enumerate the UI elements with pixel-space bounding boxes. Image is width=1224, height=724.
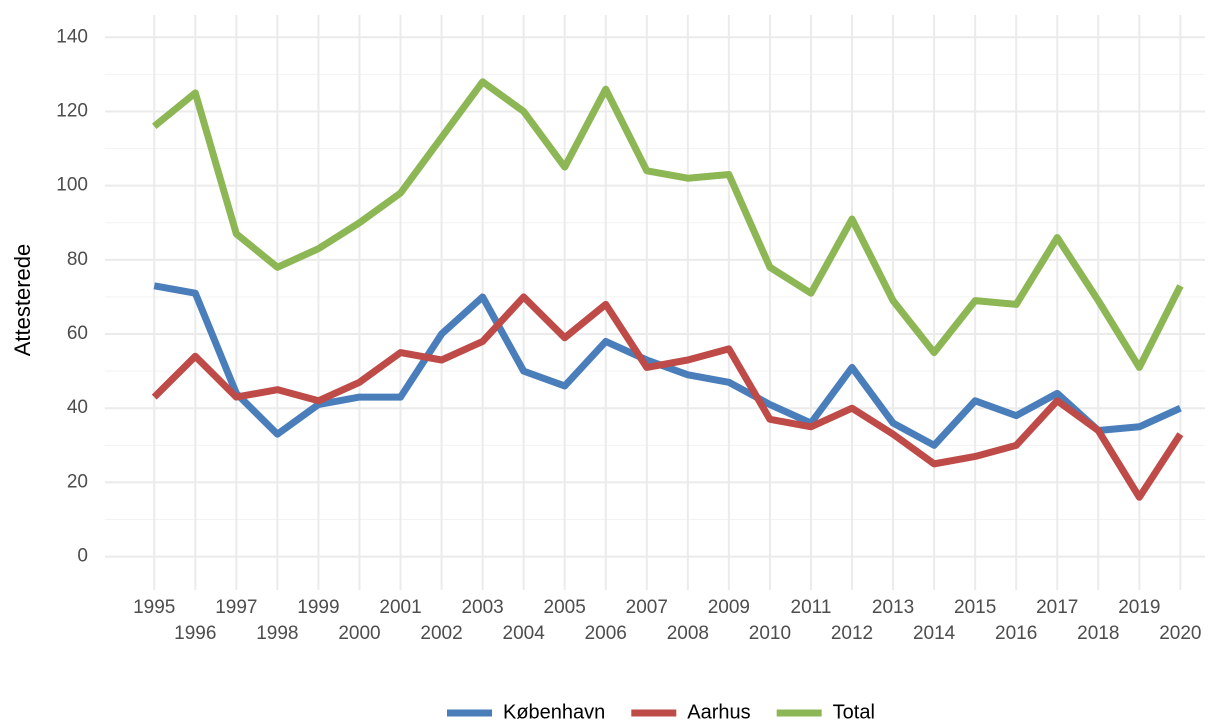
x-tick-label: 2019 (1118, 597, 1160, 618)
x-tick-label: 1996 (174, 623, 216, 644)
legend-label: København (503, 701, 605, 723)
x-tick-label: 1998 (256, 623, 298, 644)
line (151, 293, 1184, 501)
x-tick-label: 2011 (791, 597, 832, 618)
y-tick-label: 120 (56, 100, 88, 121)
x-tick-label: 1999 (297, 597, 339, 618)
x-tick-label: 2016 (995, 623, 1037, 644)
x-tick-label: 2004 (503, 623, 546, 644)
y-tick-label: 140 (56, 26, 88, 47)
y-tick-label: 60 (67, 323, 88, 344)
x-tick-label: 2001 (379, 597, 421, 618)
x-tick-label: 2003 (461, 597, 503, 618)
line (152, 78, 1184, 371)
x-tick-label: 1997 (215, 597, 257, 618)
y-tick-label: 80 (67, 249, 88, 270)
x-tick-label: 2002 (420, 623, 462, 644)
y-tick-label: 100 (56, 175, 88, 196)
x-tick-label: 2005 (544, 597, 586, 618)
y-axis-label: Attesterede (10, 244, 35, 357)
x-tick-label: 2007 (626, 597, 668, 618)
y-tick-label: 40 (67, 397, 88, 418)
x-tick-label: 2000 (338, 623, 380, 644)
x-tick-label: 2010 (749, 623, 791, 644)
x-tick-label: 2006 (585, 623, 627, 644)
x-tick-label: 2013 (872, 597, 914, 618)
x-tick-label: 2018 (1077, 623, 1119, 644)
x-tick-label: 1995 (133, 597, 175, 618)
x-tick-label: 2008 (667, 623, 709, 644)
legend-label: Total (833, 701, 875, 723)
x-tick-label: 2012 (831, 623, 873, 644)
line (153, 282, 1182, 449)
x-tick-label: 2009 (708, 597, 750, 618)
legend-label: Aarhus (687, 701, 750, 723)
x-tick-label: 2014 (913, 623, 956, 644)
x-tick-label: 2017 (1036, 597, 1078, 618)
y-tick-label: 20 (67, 471, 88, 492)
x-tick-label: 2020 (1159, 623, 1201, 644)
y-tick-label: 0 (77, 546, 88, 567)
x-tick-label: 2015 (954, 597, 996, 618)
